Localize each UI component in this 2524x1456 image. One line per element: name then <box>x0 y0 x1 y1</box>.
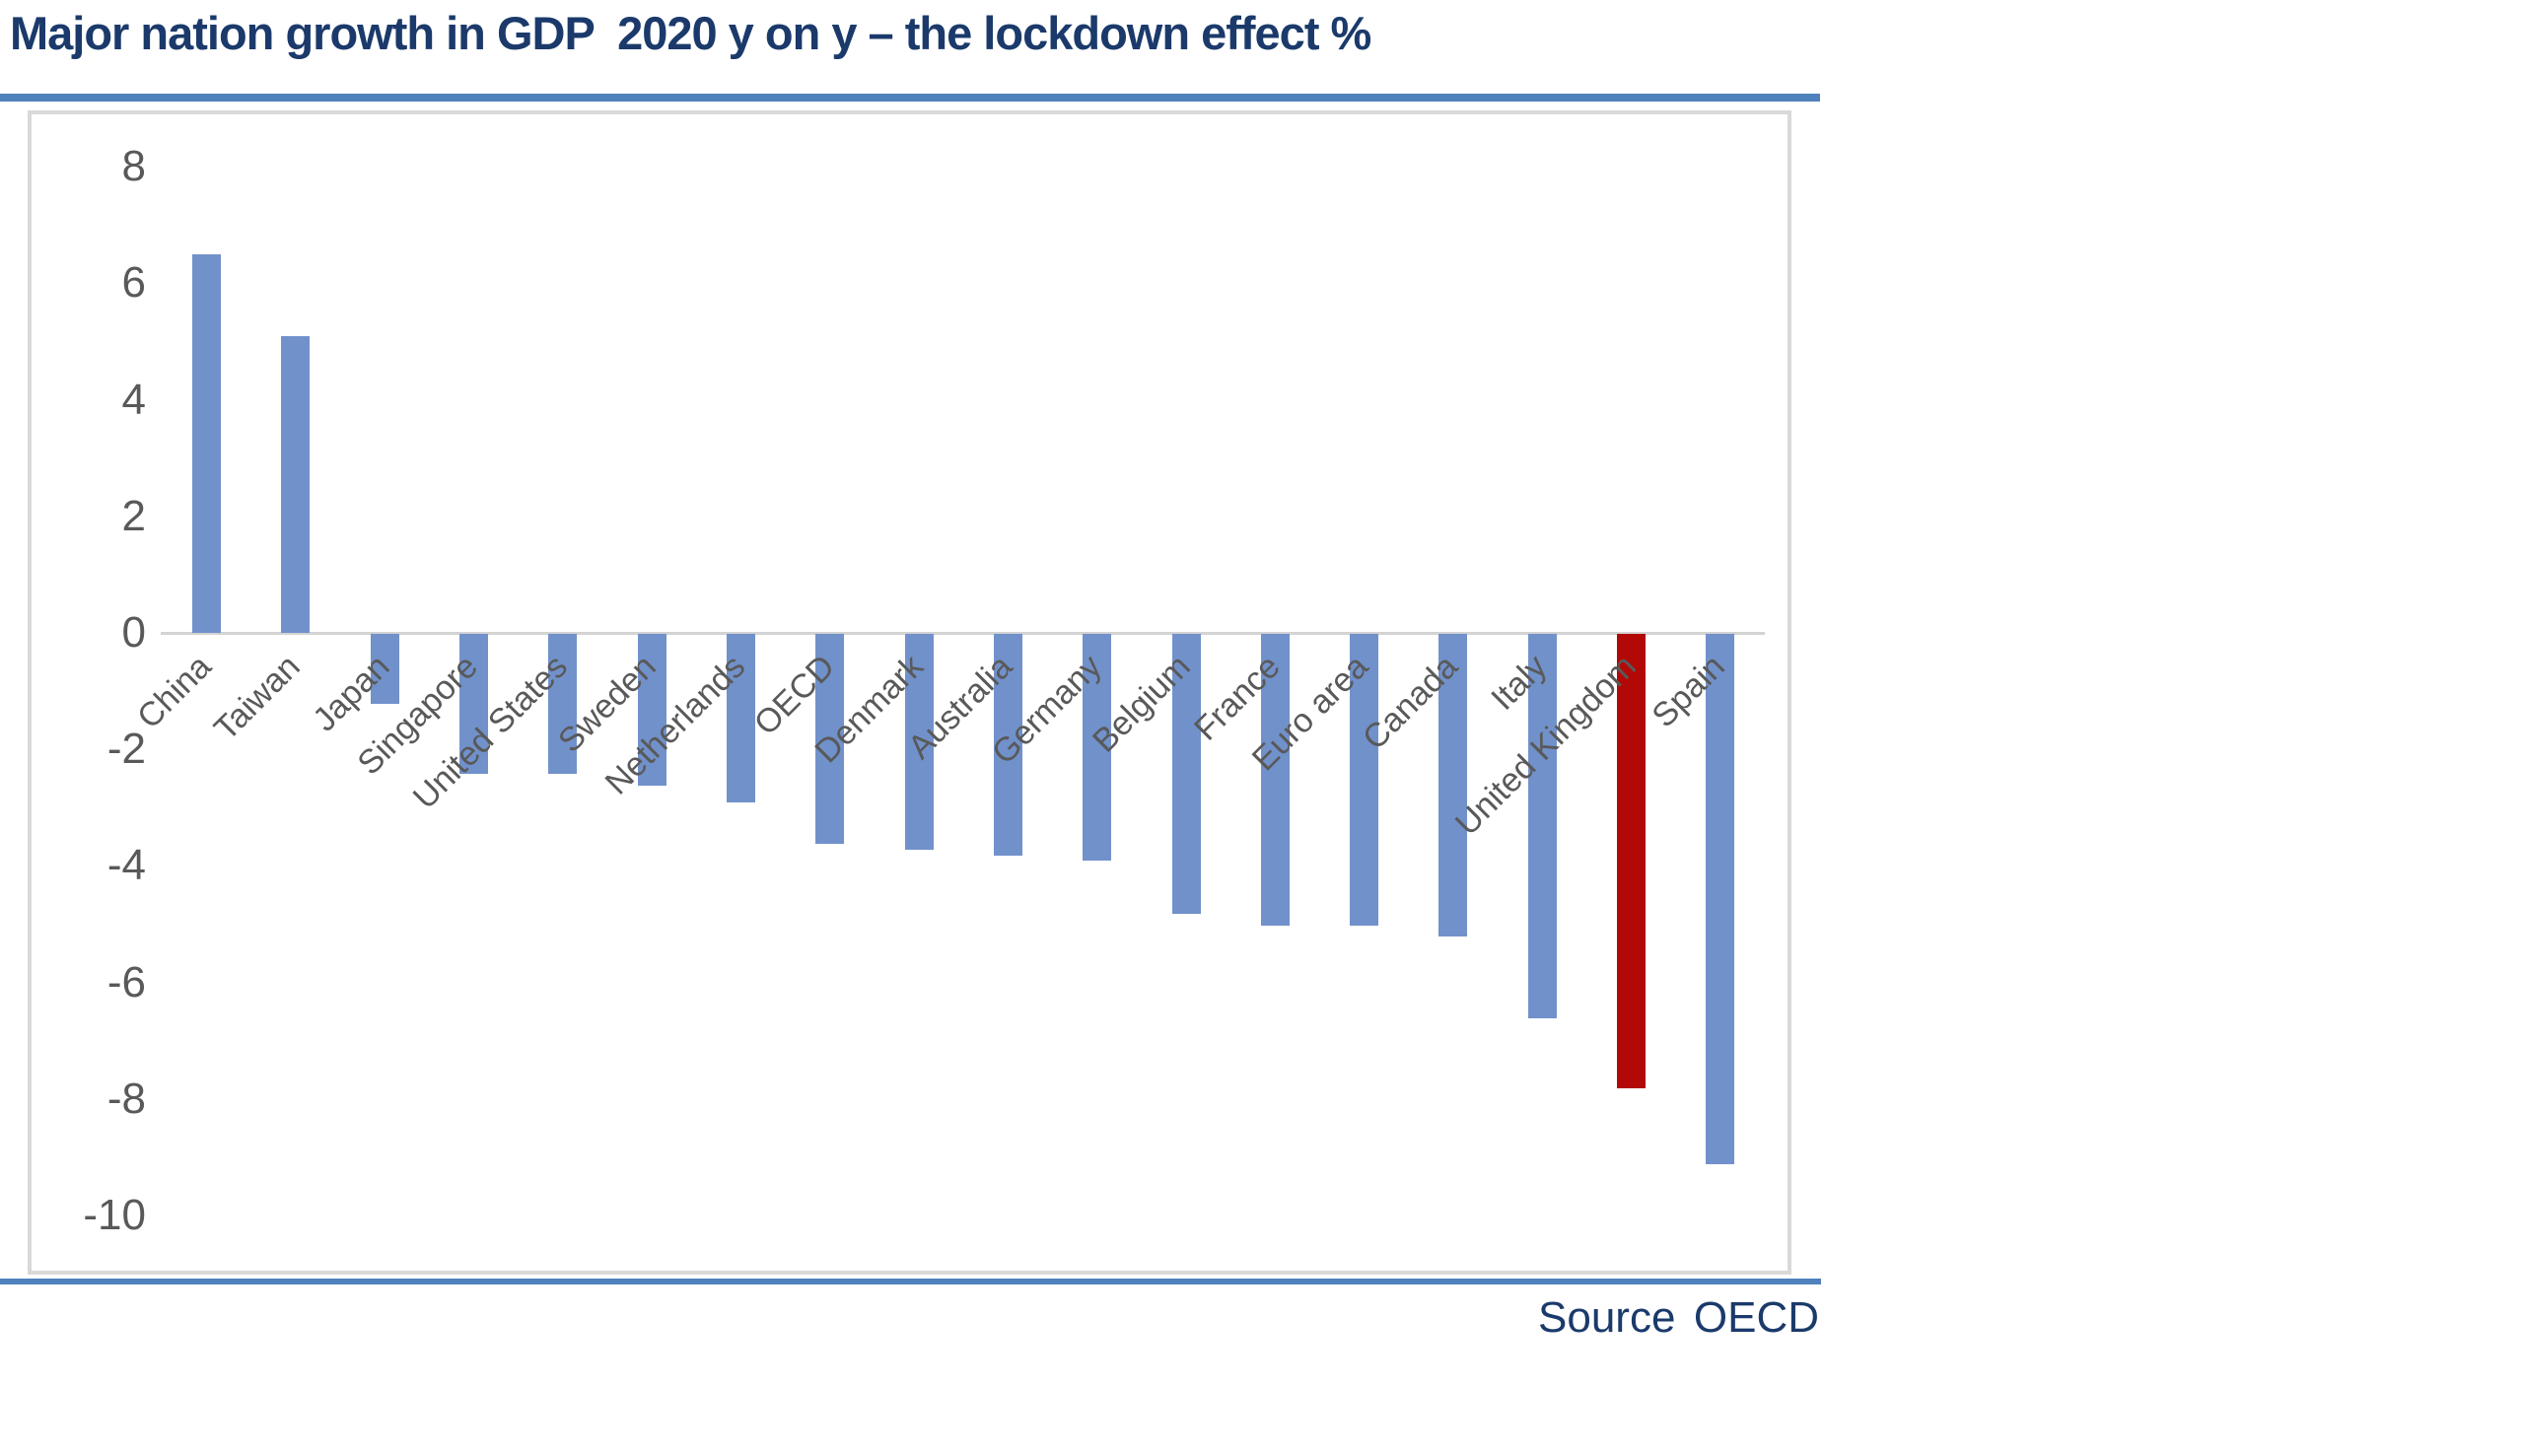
bar-netherlands <box>726 634 755 803</box>
chart-title: Major nation growth in GDP 2020 y on y –… <box>10 7 1371 59</box>
y-tick-label-4: 4 <box>121 375 146 424</box>
bar-germany <box>1083 634 1112 862</box>
y-tick-label-0: 0 <box>121 608 146 657</box>
y-tick-label-2: 2 <box>121 491 146 540</box>
source-label: Source <box>1538 1293 1676 1342</box>
bar-france <box>1260 634 1290 926</box>
bar-euro-area <box>1350 634 1379 926</box>
bar-sweden <box>637 634 666 786</box>
bar-united-states <box>548 634 578 774</box>
bottom-underline <box>0 1279 1821 1284</box>
bar-taiwan <box>281 335 311 633</box>
bar-italy <box>1527 634 1557 1019</box>
y-tick-label-8: 8 <box>121 142 146 191</box>
bar-singapore <box>458 634 488 774</box>
bar-australia <box>993 634 1022 856</box>
zero-axis-line <box>161 632 1765 635</box>
y-tick-label--8: -8 <box>106 1074 146 1123</box>
source-value: OECD <box>1693 1293 1819 1342</box>
y-tick-label--2: -2 <box>106 725 146 774</box>
y-tick-label--4: -4 <box>106 841 146 890</box>
bar-oecd <box>815 634 845 844</box>
y-tick-label--6: -6 <box>106 957 146 1006</box>
y-tick-label--10: -10 <box>83 1191 146 1239</box>
bar-denmark <box>904 634 934 850</box>
y-tick-label-6: 6 <box>121 258 146 308</box>
bar-china <box>192 253 221 633</box>
bar-canada <box>1438 634 1468 937</box>
bar-spain <box>1706 634 1735 1164</box>
bar-belgium <box>1171 634 1201 914</box>
bar-japan <box>370 634 399 704</box>
bar-united-kingdom <box>1617 634 1647 1088</box>
title-underline <box>0 94 1820 102</box>
source-note: Source OECD <box>1538 1293 1819 1343</box>
